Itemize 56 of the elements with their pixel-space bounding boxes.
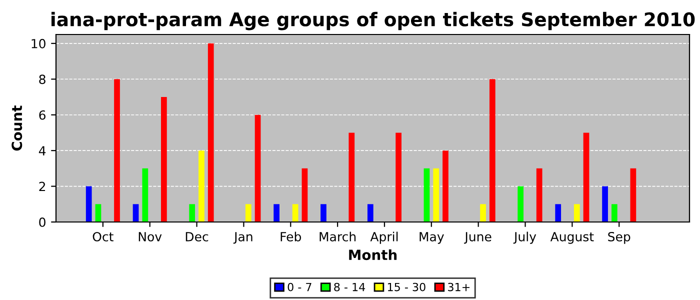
legend-label: 31+	[448, 282, 470, 292]
legend-label: 15 - 30	[388, 282, 426, 292]
x-tick-label: Dec	[186, 232, 208, 242]
y-tick-label: 2	[39, 182, 46, 192]
y-tick-label: 8	[39, 74, 46, 84]
bar	[95, 204, 102, 222]
bar	[574, 204, 580, 222]
legend-label: 8 - 14	[334, 282, 366, 292]
x-tick-label: Sep	[608, 232, 630, 244]
bar	[480, 204, 486, 222]
bar	[302, 168, 308, 222]
bar	[424, 168, 430, 222]
x-tick-label: March	[320, 232, 356, 242]
bar	[630, 168, 636, 222]
x-tick-label: Oct	[92, 232, 114, 242]
x-tick-label: May	[420, 232, 444, 244]
legend-label: 0 - 7	[288, 282, 312, 292]
bar	[292, 204, 298, 222]
y-tick-label: 4	[38, 146, 46, 156]
bar	[583, 132, 590, 222]
x-tick-label: July	[513, 232, 536, 244]
y-tick-label: 0	[39, 217, 46, 227]
bar	[208, 43, 214, 222]
bar	[132, 204, 139, 222]
x-tick-label: August	[550, 232, 594, 244]
bar	[86, 186, 92, 222]
x-tick-label: Nov	[138, 232, 162, 242]
x-tick-label: Feb	[280, 232, 302, 242]
bar	[160, 97, 167, 222]
bar	[396, 132, 402, 222]
bar	[611, 204, 618, 222]
bar	[198, 150, 204, 222]
bar	[320, 204, 326, 222]
bar	[142, 168, 148, 222]
bar	[114, 79, 120, 222]
bar	[442, 150, 448, 222]
bar	[555, 204, 562, 222]
bar	[348, 132, 355, 222]
bar	[367, 204, 374, 222]
bar	[518, 186, 524, 222]
bar	[489, 79, 496, 222]
chart-title: iana-prot-param Age groups of open tickets September 2010	[52, 12, 695, 30]
bar	[189, 204, 196, 222]
bar	[274, 204, 280, 222]
y-tick-label: 6	[39, 110, 46, 120]
bar	[254, 114, 261, 222]
x-tick-label: June	[464, 232, 492, 244]
bar	[602, 186, 608, 222]
x-tick-label: April	[370, 232, 398, 244]
x-axis-title: Month	[349, 249, 397, 260]
y-tick-label: 10	[32, 38, 46, 48]
bar	[433, 168, 440, 222]
y-axis-title: Count	[12, 105, 22, 151]
bar	[536, 168, 542, 222]
bar	[245, 204, 252, 222]
x-tick-label: Jan	[233, 232, 252, 244]
